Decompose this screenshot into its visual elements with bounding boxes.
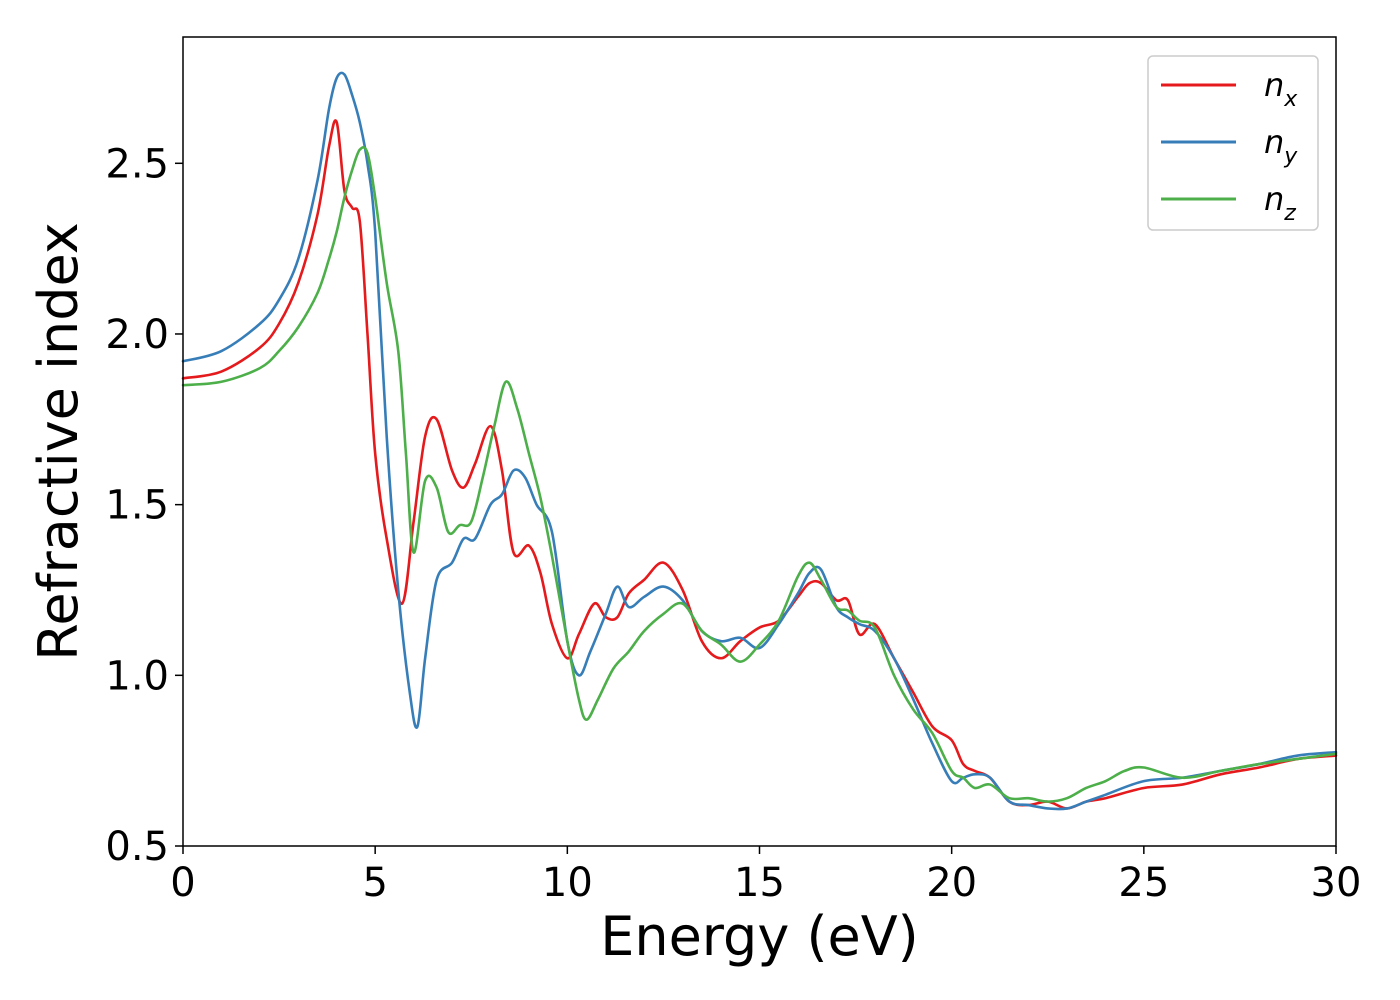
x-tick-label: 0 bbox=[170, 860, 195, 906]
legend-label-base: n bbox=[1264, 66, 1284, 104]
legend-label-subscript: x bbox=[1283, 87, 1298, 112]
legend-label: nz bbox=[1264, 180, 1296, 226]
x-tick-label: 20 bbox=[926, 860, 977, 906]
y-axis: 0.5 1.0 1.5 2.0 2.5 bbox=[105, 141, 183, 870]
x-tick-label: 25 bbox=[1118, 860, 1169, 906]
x-axis-title: Energy (eV) bbox=[600, 905, 919, 968]
x-tick-label: 5 bbox=[362, 860, 387, 906]
x-axis: 0 5 10 15 20 25 30 bbox=[170, 846, 1361, 906]
legend-label-base: n bbox=[1264, 180, 1284, 218]
y-tick-label: 2.0 bbox=[105, 312, 169, 358]
legend-label-subscript: z bbox=[1283, 201, 1296, 226]
y-tick-label: 1.5 bbox=[105, 483, 169, 529]
y-tick-label: 2.5 bbox=[105, 141, 169, 187]
series-line-nz bbox=[181, 146, 1338, 803]
y-tick-label: 1.0 bbox=[105, 653, 169, 699]
series-line-ny bbox=[181, 71, 1338, 811]
x-tick-label: 30 bbox=[1311, 860, 1362, 906]
legend-label: nx bbox=[1264, 66, 1298, 112]
legend-label: ny bbox=[1264, 123, 1298, 169]
series-layer bbox=[181, 71, 1338, 811]
legend-label-base: n bbox=[1264, 123, 1284, 161]
x-tick-label: 10 bbox=[542, 860, 593, 906]
legend-label-subscript: y bbox=[1283, 144, 1298, 169]
x-tick-label: 15 bbox=[734, 860, 785, 906]
y-axis-title: Refractive index bbox=[27, 222, 90, 661]
y-tick-label: 0.5 bbox=[105, 824, 169, 870]
